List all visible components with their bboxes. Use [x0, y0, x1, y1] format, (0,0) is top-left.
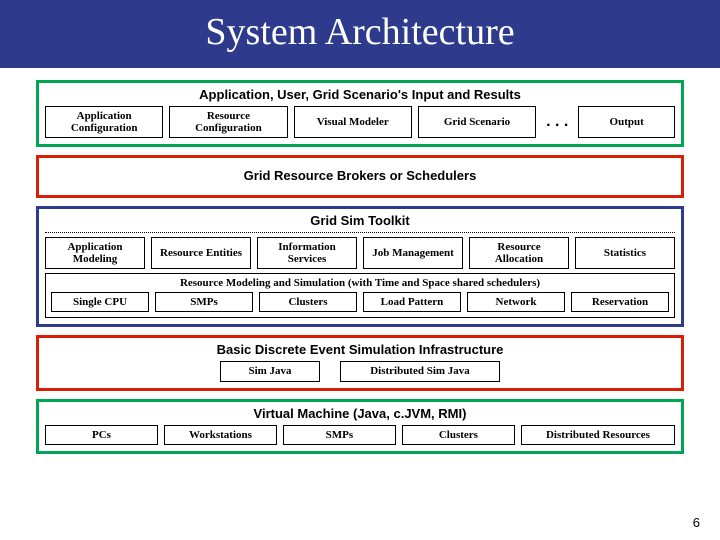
layer3-row1: Application Modeling Resource Entities I…: [45, 237, 675, 269]
box-dist-resources: Distributed Resources: [521, 425, 675, 445]
layer1-row: Application Configuration Resource Confi…: [45, 106, 675, 138]
title-bar: System Architecture: [0, 0, 720, 68]
box-resource-entities: Resource Entities: [151, 237, 251, 269]
sub-title: Resource Modeling and Simulation (with T…: [51, 277, 669, 289]
box-smps2: SMPs: [283, 425, 396, 445]
box-smps: SMPs: [155, 292, 253, 312]
box-output: Output: [578, 106, 675, 138]
box-resource-alloc: Resource Allocation: [469, 237, 569, 269]
slide-title: System Architecture: [0, 10, 720, 54]
box-grid-scenario: Grid Scenario: [418, 106, 536, 138]
diagram-content: Application, User, Grid Scenario's Input…: [0, 68, 720, 454]
layer4-title: Basic Discrete Event Simulation Infrastr…: [45, 342, 675, 357]
layer-application: Application, User, Grid Scenario's Input…: [36, 80, 684, 147]
layer-gridsim: Grid Sim Toolkit Application Modeling Re…: [36, 206, 684, 327]
box-job-mgmt: Job Management: [363, 237, 463, 269]
layer5-row: PCs Workstations SMPs Clusters Distribut…: [45, 425, 675, 445]
box-single-cpu: Single CPU: [51, 292, 149, 312]
box-clusters2: Clusters: [402, 425, 515, 445]
dots: . . .: [542, 106, 572, 138]
layer3-title: Grid Sim Toolkit: [45, 213, 675, 228]
box-statistics: Statistics: [575, 237, 675, 269]
box-visual-modeler: Visual Modeler: [294, 106, 412, 138]
layer-vm: Virtual Machine (Java, c.JVM, RMI) PCs W…: [36, 399, 684, 454]
box-simjava: Sim Java: [220, 361, 320, 381]
layer2-title: Grid Resource Brokers or Schedulers: [45, 162, 675, 189]
box-pcs: PCs: [45, 425, 158, 445]
subsection-resource-modeling: Resource Modeling and Simulation (with T…: [45, 273, 675, 318]
layer1-title: Application, User, Grid Scenario's Input…: [45, 87, 675, 102]
box-reservation: Reservation: [571, 292, 669, 312]
layer-brokers: Grid Resource Brokers or Schedulers: [36, 155, 684, 198]
page-number: 6: [693, 515, 700, 530]
layer5-title: Virtual Machine (Java, c.JVM, RMI): [45, 406, 675, 421]
box-network: Network: [467, 292, 565, 312]
box-resource-config: Resource Configuration: [169, 106, 287, 138]
dotted-divider: [45, 232, 675, 233]
layer-dese: Basic Discrete Event Simulation Infrastr…: [36, 335, 684, 390]
box-clusters: Clusters: [259, 292, 357, 312]
box-workstations: Workstations: [164, 425, 277, 445]
layer4-row: Sim Java Distributed Sim Java: [45, 361, 675, 381]
box-app-config: Application Configuration: [45, 106, 163, 138]
layer3-row2: Single CPU SMPs Clusters Load Pattern Ne…: [51, 292, 669, 312]
box-info-services: Information Services: [257, 237, 357, 269]
box-app-modeling: Application Modeling: [45, 237, 145, 269]
box-dist-simjava: Distributed Sim Java: [340, 361, 500, 381]
box-load-pattern: Load Pattern: [363, 292, 461, 312]
